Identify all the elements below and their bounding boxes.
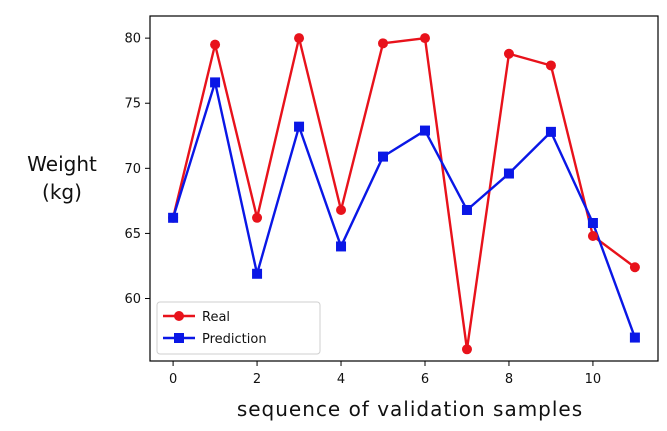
series-line-real bbox=[171, 36, 636, 351]
y-axis-ticks: 60 65 70 75 80 bbox=[124, 32, 150, 307]
series-markers bbox=[168, 33, 640, 355]
legend-label-prediction: Prediction bbox=[202, 332, 267, 347]
x-tick-label: 6 bbox=[421, 372, 429, 387]
x-tick-label: 0 bbox=[169, 372, 177, 387]
data-point-prediction bbox=[587, 218, 598, 228]
data-point-real bbox=[252, 212, 263, 223]
data-point-real bbox=[210, 39, 221, 50]
legend: Real Prediction bbox=[156, 301, 321, 355]
y-axis-label-line1: Weight bbox=[27, 152, 97, 176]
legend-marker-prediction bbox=[174, 333, 184, 343]
data-point-real bbox=[587, 231, 598, 242]
data-point-real bbox=[545, 60, 556, 71]
data-point-prediction bbox=[168, 212, 179, 223]
series-line-prediction bbox=[171, 81, 637, 338]
data-point-prediction bbox=[378, 151, 389, 162]
y-axis-label-line2: (kg) bbox=[42, 180, 82, 204]
data-point-real bbox=[629, 262, 640, 273]
data-point-prediction bbox=[336, 241, 347, 252]
y-tick-label: 65 bbox=[124, 227, 141, 242]
y-tick-label: 80 bbox=[124, 32, 141, 47]
data-point-prediction bbox=[419, 125, 430, 136]
plot-area-frame bbox=[149, 15, 659, 362]
data-point-prediction bbox=[629, 332, 640, 343]
data-point-prediction bbox=[210, 77, 221, 88]
x-axis-ticks: 0 2 4 6 8 10 bbox=[169, 361, 601, 387]
data-point-prediction bbox=[461, 204, 472, 215]
series-lines bbox=[171, 36, 637, 351]
y-tick-label: 60 bbox=[124, 292, 141, 307]
data-point-real bbox=[419, 33, 430, 44]
data-point-real bbox=[336, 204, 347, 215]
data-point-real bbox=[503, 48, 514, 59]
data-point-real bbox=[378, 38, 389, 49]
data-point-prediction bbox=[252, 268, 263, 279]
x-tick-label: 10 bbox=[585, 372, 602, 387]
data-point-real bbox=[461, 344, 472, 355]
x-tick-label: 4 bbox=[337, 372, 345, 387]
y-axis-label: Weight (kg) bbox=[16, 150, 108, 206]
x-tick-label: 2 bbox=[253, 372, 261, 387]
legend-marker-real bbox=[174, 311, 184, 321]
y-tick-label: 70 bbox=[124, 162, 141, 177]
data-point-prediction bbox=[503, 168, 514, 179]
data-point-prediction bbox=[545, 126, 556, 137]
legend-label-real: Real bbox=[202, 310, 230, 325]
legend-box bbox=[156, 301, 321, 355]
data-point-prediction bbox=[294, 121, 305, 132]
data-point-real bbox=[294, 33, 305, 44]
x-axis-label: sequence of validation samples bbox=[236, 397, 584, 421]
x-tick-label: 8 bbox=[505, 372, 513, 387]
y-tick-label: 75 bbox=[124, 97, 141, 112]
